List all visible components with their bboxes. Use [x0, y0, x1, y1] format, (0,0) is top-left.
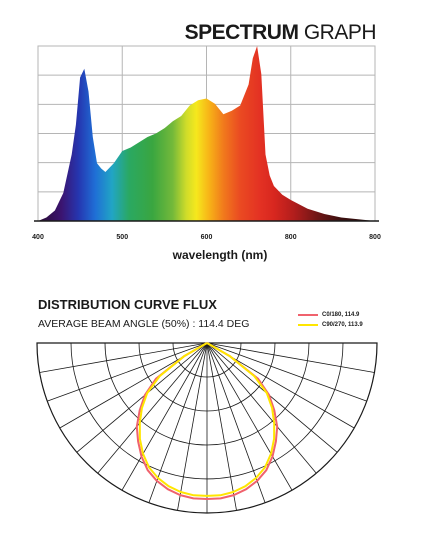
- polar-series-c90-270: [138, 342, 276, 497]
- polar-spoke: [97, 342, 208, 474]
- polar-spoke: [47, 342, 208, 402]
- polar-spoke: [206, 342, 293, 491]
- spectrum-x-tick-label: 600: [201, 234, 213, 241]
- polar-spoke: [206, 342, 375, 373]
- polar-curves: [135, 342, 279, 500]
- polar-grid: [36, 342, 378, 514]
- polar-spoke: [206, 342, 338, 453]
- spectrum-title: SPECTRUM GRAPH: [140, 20, 377, 46]
- polar-spoke: [206, 342, 237, 511]
- spectrum-x-tick-label: 500: [116, 234, 128, 241]
- polar-spoke: [206, 342, 367, 402]
- distribution-legend: C0/180, 114.9 C90/270, 113.9: [298, 310, 363, 330]
- spectrum-x-tick-label: 800: [369, 234, 381, 241]
- spectrum-chart: 400 500 600 800 800: [32, 45, 381, 241]
- legend-entry-c0: C0/180, 114.9: [298, 310, 363, 320]
- polar-series-c0-180: [135, 342, 279, 500]
- spectrum-title-bold: SPECTRUM: [184, 21, 299, 44]
- polar-spoke: [206, 342, 266, 503]
- polar-spoke: [121, 342, 208, 491]
- polar-spoke: [206, 342, 317, 474]
- polar-spoke: [76, 342, 208, 453]
- polar-spoke: [177, 342, 208, 511]
- legend-entry-c90: C90/270, 113.9: [298, 320, 363, 330]
- polar-spoke: [148, 342, 208, 503]
- spectrum-x-tick-label: 400: [32, 234, 44, 241]
- spectrum-area: [38, 46, 375, 221]
- polar-spoke: [39, 342, 208, 373]
- spectrum-area-group: [34, 46, 379, 222]
- spectrum-title-light: GRAPH: [303, 21, 377, 44]
- legend-swatch-c90: [298, 324, 318, 326]
- spectrum-x-ticks: 400 500 600 800 800: [32, 234, 381, 241]
- legend-label-c0: C0/180, 114.9: [322, 312, 360, 318]
- polar-outline: [36, 342, 378, 514]
- beam-angle-text: AVERAGE BEAM ANGLE (50%) : 114.4 DEG: [38, 318, 250, 330]
- distribution-title: DISTRIBUTION CURVE FLUX: [38, 297, 217, 312]
- legend-label-c90: C90/270, 113.9: [322, 322, 363, 328]
- spectrum-x-tick-label: 800: [285, 234, 297, 241]
- spectrum-x-axis-label: wavelength (nm): [172, 248, 268, 262]
- legend-swatch-c0: [298, 314, 318, 316]
